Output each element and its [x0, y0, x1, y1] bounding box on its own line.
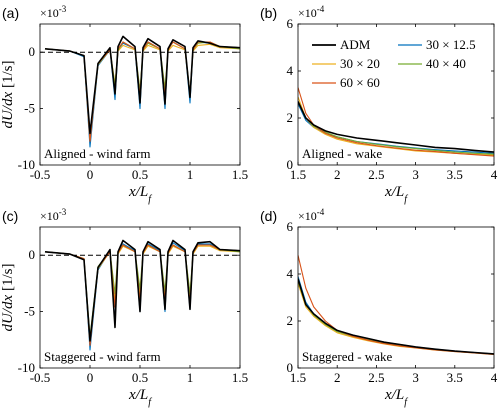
x-axis-label: x/Lf — [128, 387, 152, 408]
series-group — [298, 87, 494, 157]
x-tick-label: 3.5 — [447, 167, 463, 182]
panel-letter: (b) — [260, 5, 277, 21]
x-tick-label: 4 — [491, 167, 498, 182]
x-tick-label: 1.5 — [290, 370, 306, 385]
y-tick-label: -10 — [18, 360, 35, 375]
series-line-40x40 — [298, 101, 494, 155]
x-tick-label: 0 — [87, 167, 94, 182]
panel-annotation: Staggered - wind farm — [44, 349, 161, 364]
series-line-ADM — [298, 278, 494, 355]
y-multiplier-label: ×10-4 — [298, 207, 325, 223]
x-tick-label: 0 — [87, 370, 94, 385]
x-tick-label: 2.5 — [368, 167, 384, 182]
x-tick-label: 1 — [187, 167, 194, 182]
y-tick-label: -5 — [24, 101, 35, 116]
y-tick-label: 6 — [287, 16, 294, 31]
x-tick-label: -0.5 — [30, 370, 51, 385]
series-group — [44, 35, 240, 148]
x-tick-label: 1.5 — [290, 167, 306, 182]
x-tick-label: 3 — [412, 370, 419, 385]
x-tick-label: 3 — [412, 167, 419, 182]
panel-annotation: Aligned - wind farm — [44, 146, 151, 161]
panel-0: (a) ×10-3 -0.5 0 0.5 1 1.5 -10 -5 0 x/Lf dU/dx [1/s… — [0, 4, 248, 205]
y-tick-label: 4 — [287, 63, 294, 78]
panel-letter: (d) — [260, 208, 277, 224]
axes-box — [297, 23, 495, 166]
x-tick-label: 1 — [187, 370, 194, 385]
y-tick-label: 6 — [287, 219, 294, 234]
panel-annotation: Aligned - wake — [302, 146, 382, 161]
legend-label-40x40: 40 × 40 — [426, 56, 466, 71]
x-tick-label: -0.5 — [30, 167, 51, 182]
y-multiplier-label: ×10-3 — [40, 207, 67, 223]
y-tick-label: 0 — [29, 247, 36, 262]
panel-annotation: Staggered - wake — [302, 349, 392, 364]
y-tick-label: 0 — [29, 44, 36, 59]
x-tick-label: 1.5 — [232, 167, 248, 182]
panel-letter: (c) — [2, 208, 18, 224]
y-axis-label: dU/dx [1/s] — [0, 61, 16, 129]
x-tick-label: 2.5 — [368, 370, 384, 385]
x-tick-label: 3.5 — [447, 370, 463, 385]
series-group — [44, 239, 240, 351]
y-tick-label: -10 — [18, 157, 35, 172]
y-tick-label: -5 — [24, 304, 35, 319]
panel-1: (b) ×10-4 1.5 2 2.5 3 3.5 4 0 2 4 6 x/Lf Aligned - wa… — [260, 4, 498, 205]
x-tick-label: 0.5 — [132, 370, 148, 385]
y-tick-label: 0 — [287, 157, 294, 172]
legend-background — [306, 36, 488, 92]
x-tick-label: 4 — [491, 370, 498, 385]
y-tick-label: 2 — [287, 313, 294, 328]
series-line-30x12.5 — [298, 276, 494, 355]
panel-3: (d) ×10-4 1.5 2 2.5 3 3.5 4 0 2 4 6 x/Lf Staggered - … — [260, 207, 498, 408]
y-multiplier-label: ×10-4 — [298, 4, 325, 20]
y-multiplier-label: ×10-3 — [40, 4, 67, 20]
axes-box — [297, 226, 495, 369]
x-tick-label: 1.5 — [232, 370, 248, 385]
series-line-ADM — [44, 239, 240, 342]
y-axis-label: dU/dx [1/s] — [0, 264, 16, 332]
x-tick-label: 2 — [334, 167, 341, 182]
y-tick-label: 0 — [287, 360, 294, 375]
legend-label-30x20: 30 × 20 — [340, 56, 380, 71]
y-tick-label: 2 — [287, 110, 294, 125]
y-tick-label: 4 — [287, 266, 294, 281]
series-group — [298, 255, 494, 355]
legend-label-ADM: ADM — [340, 37, 371, 52]
series-line-ADM — [298, 101, 494, 153]
legend-label-30x12.5: 30 × 12.5 — [426, 37, 476, 52]
x-axis-label: x/Lf — [128, 184, 152, 205]
panel-letter: (a) — [2, 5, 19, 21]
series-line-ADM — [44, 35, 240, 135]
x-axis-label: x/Lf — [384, 184, 408, 205]
x-tick-label: 2 — [334, 370, 341, 385]
legend: ADM 30 × 12.5 30 × 20 40 × 40 60 × 60 — [306, 36, 488, 92]
x-axis-label: x/Lf — [384, 387, 408, 408]
panel-2: (c) ×10-3 -0.5 0 0.5 1 1.5 -10 -5 0 x/Lf dU/dx [1/s… — [0, 207, 248, 408]
series-line-60x60 — [298, 255, 494, 355]
x-tick-label: 0.5 — [132, 167, 148, 182]
legend-label-60x60: 60 × 60 — [340, 75, 380, 90]
